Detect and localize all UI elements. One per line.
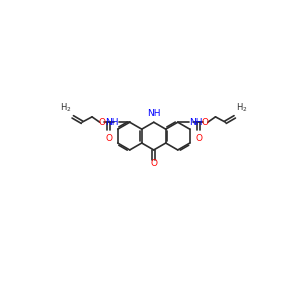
Text: NH: NH: [147, 110, 160, 118]
Text: NH: NH: [105, 118, 118, 127]
Text: O: O: [150, 159, 157, 168]
Text: O: O: [98, 118, 106, 127]
Text: H$_2$: H$_2$: [236, 101, 248, 114]
Text: O: O: [195, 134, 202, 143]
Text: O: O: [202, 118, 209, 127]
Text: H$_2$: H$_2$: [60, 101, 71, 114]
Text: NH: NH: [189, 118, 203, 127]
Text: O: O: [106, 134, 112, 143]
